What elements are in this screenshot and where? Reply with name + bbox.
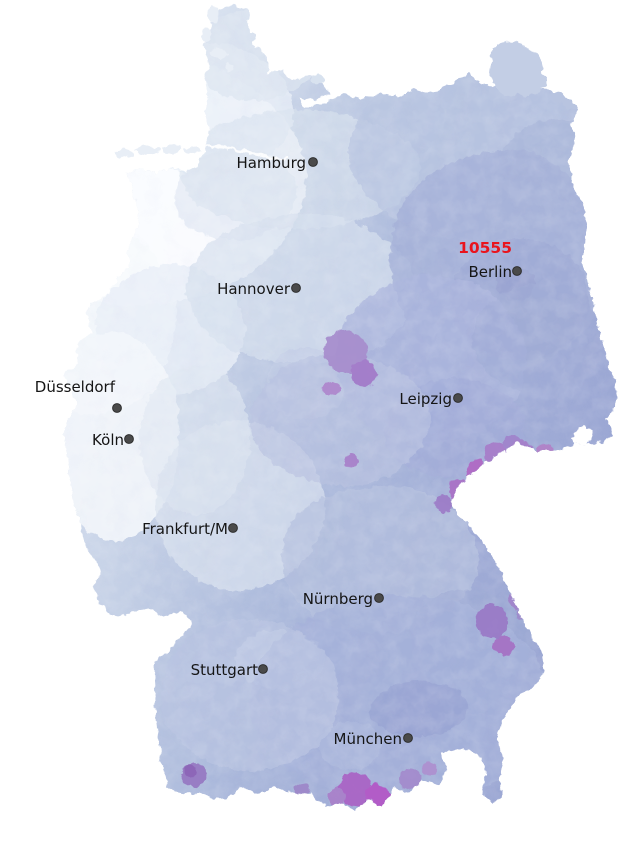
- usedom-island: [550, 91, 574, 111]
- city-dot: [403, 733, 413, 743]
- city-label: Hannover: [217, 280, 291, 298]
- map-shape: [349, 359, 375, 385]
- map-shape: [161, 144, 183, 152]
- city-marker-hannover: Hannover: [217, 280, 301, 298]
- city-label: Nürnberg: [303, 590, 373, 608]
- map-shape: [338, 773, 372, 807]
- map-shape: [366, 786, 390, 810]
- city-marker-hamburg: Hamburg: [236, 154, 318, 172]
- map-shape: [508, 593, 524, 609]
- city-dot: [308, 157, 318, 167]
- city-dot: [453, 393, 463, 403]
- map-shape: [451, 481, 473, 503]
- city-label: Düsseldorf: [35, 378, 116, 396]
- no-data-notch: [572, 427, 592, 445]
- city-label: Berlin: [468, 263, 512, 281]
- map-shape: [208, 7, 218, 25]
- map-shape: [293, 785, 307, 799]
- map-shape: [509, 440, 533, 464]
- city-dot: [112, 403, 122, 413]
- city-label: München: [334, 730, 402, 748]
- map-shape: [224, 64, 232, 72]
- ruegen-island: [489, 41, 547, 98]
- city-marker-munchen: München: [334, 730, 413, 748]
- city-marker-frankfurt-m: Frankfurt/M: [142, 520, 238, 538]
- islands: [115, 7, 574, 158]
- map-shape: [399, 769, 421, 791]
- city-dot: [374, 593, 384, 603]
- city-marker-dusseldorf: Düsseldorf: [35, 378, 122, 413]
- map-shape: [115, 150, 135, 158]
- city-dot: [124, 434, 134, 444]
- map-shape: [493, 635, 513, 655]
- map-shape: [422, 762, 438, 778]
- map-shape: [503, 435, 521, 453]
- elbe-river: [199, 144, 287, 162]
- city-marker-berlin: Berlin 10555: [458, 239, 522, 281]
- map-shape: [136, 146, 160, 154]
- map-shape: [312, 74, 326, 84]
- map-shape: [467, 463, 489, 485]
- city-marker-stuttgart: Stuttgart: [191, 661, 268, 679]
- map-shape: [345, 453, 359, 467]
- city-label: Hamburg: [236, 154, 306, 172]
- map-shape: [183, 763, 195, 775]
- city-label: Stuttgart: [191, 661, 259, 679]
- map-shape: [327, 789, 345, 807]
- highlighted-plz-label: 10555: [458, 239, 512, 257]
- map-shape: [536, 443, 554, 461]
- city-label: Leipzig: [399, 390, 452, 408]
- map-shape: [184, 146, 200, 154]
- map-shape: [203, 29, 211, 43]
- city-markers-layer: Hamburg Hannover Berlin 10555 Düsseldorf Köln…: [35, 154, 522, 748]
- city-dot: [258, 664, 268, 674]
- city-label: Köln: [92, 431, 124, 449]
- city-dot: [512, 266, 522, 276]
- map-shape: [476, 606, 508, 638]
- city-marker-koln: Köln: [92, 431, 134, 449]
- map-shape: [363, 801, 373, 811]
- map-shape: [211, 50, 227, 60]
- city-marker-leipzig: Leipzig: [399, 390, 463, 408]
- city-label: Frankfurt/M: [142, 520, 228, 538]
- city-dot: [228, 523, 238, 533]
- city-marker-nurnberg: Nürnberg: [303, 590, 384, 608]
- city-dot: [291, 283, 301, 293]
- map-shape: [516, 606, 528, 618]
- map-shape: [436, 496, 454, 514]
- map-shape: [322, 382, 338, 398]
